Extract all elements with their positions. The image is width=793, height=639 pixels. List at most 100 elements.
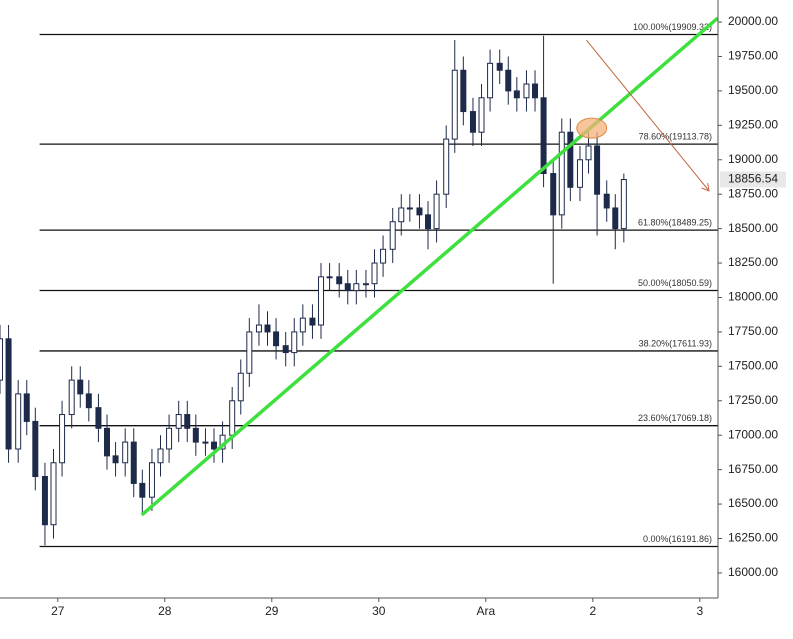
candle-body: [523, 83, 530, 99]
x-tick-label: 30: [372, 604, 386, 618]
candle-body: [139, 482, 146, 498]
highlight: [576, 117, 608, 139]
candle-body: [336, 276, 343, 285]
candle-body: [112, 455, 119, 464]
candle-body: [211, 441, 218, 450]
candle-body: [50, 462, 57, 526]
candle-body: [130, 441, 137, 484]
candle-body: [371, 262, 378, 285]
candle-body: [451, 69, 458, 140]
candle-body: [460, 69, 467, 113]
y-tick-label: 17750.00: [728, 324, 778, 338]
candle-body: [469, 111, 476, 133]
candle-body: [95, 407, 102, 429]
candle-body: [202, 441, 209, 444]
candle-body: [326, 276, 333, 279]
candle-body: [246, 331, 253, 374]
candle-body: [532, 83, 539, 99]
candle-body: [433, 193, 440, 230]
y-tick-label: 17000.00: [728, 427, 778, 441]
x-tick-label: 3: [696, 604, 703, 618]
candle-body: [478, 97, 485, 133]
candle-body: [594, 145, 601, 195]
candle-body: [487, 62, 494, 99]
candle-body: [513, 90, 520, 99]
candle-body: [282, 345, 289, 354]
candle-body: [443, 138, 450, 195]
x-tick-label: 28: [158, 604, 172, 618]
y-tick-label: 19000.00: [728, 152, 778, 166]
fib-label: 78.60%(19113.78): [639, 131, 712, 141]
candle-body: [576, 159, 583, 188]
candle-body: [175, 414, 182, 429]
candle-body: [550, 173, 557, 216]
candle-body: [398, 207, 405, 223]
x-tick-label: 27: [51, 604, 65, 618]
candle-body: [157, 448, 164, 464]
fib-label: 61.80%(18489.25): [638, 217, 712, 227]
candle-body: [68, 379, 75, 416]
x-tick-label: 29: [265, 604, 279, 618]
candle-body: [122, 441, 129, 464]
candle-body: [344, 283, 351, 292]
candle-body: [496, 62, 503, 71]
candle-body: [318, 276, 325, 326]
y-tick-label: 18500.00: [728, 221, 778, 235]
candle-body: [77, 379, 84, 395]
candle-body: [255, 324, 262, 333]
candle-body: [380, 248, 387, 264]
candle-body: [389, 221, 396, 250]
candle-body: [416, 207, 423, 216]
candle-body: [192, 427, 199, 443]
candle-body: [291, 331, 298, 354]
y-tick-label: 19250.00: [728, 118, 778, 132]
candle-body: [32, 420, 39, 478]
y-tick-label: 19750.00: [728, 49, 778, 63]
y-tick-label: 17250.00: [728, 393, 778, 407]
fib-label: 38.20%(17611.93): [639, 338, 712, 348]
y-tick-label: 20000.00: [728, 14, 778, 28]
candle-body: [148, 462, 155, 498]
candle-body: [567, 131, 574, 188]
candle-body: [229, 400, 236, 436]
y-tick-label: 16000.00: [728, 565, 778, 579]
candle-body: [5, 338, 12, 450]
x-tick-label: 2: [589, 604, 596, 618]
candle-body: [425, 214, 432, 230]
candle-body: [406, 207, 413, 210]
candle-body: [273, 331, 280, 347]
fib-label: 100.00%(19909.32): [633, 22, 712, 32]
candle-body: [309, 317, 316, 326]
x-tick-label: Ara: [476, 604, 495, 618]
candle-body: [353, 283, 360, 292]
axes: 16000.00 16250.00 16500.00 16750.00 17000.00…: [51, 14, 786, 618]
last-price-box: [720, 171, 786, 188]
candle-body: [362, 283, 369, 286]
candle-body: [585, 145, 592, 161]
y-tick-label: 19500.00: [728, 83, 778, 97]
fib-label: 0.00%(16191.86): [643, 534, 712, 544]
candle-body: [558, 131, 565, 216]
candle-body: [184, 414, 191, 429]
plot-area: 100.00%(19909.32) 78.60%(19113.78) 61.80%(…: [0, 16, 718, 548]
candle-body: [59, 414, 66, 464]
candle-body: [299, 317, 306, 333]
y-tick-label: 17500.00: [728, 359, 778, 373]
y-tick-label: 18250.00: [728, 255, 778, 269]
candle-body: [612, 207, 619, 230]
y-tick-label: 16750.00: [728, 462, 778, 476]
candle-body: [104, 427, 111, 457]
candle-body: [23, 393, 30, 422]
candle-body: [620, 179, 627, 230]
candle-body: [166, 427, 173, 450]
trend-line: [140, 16, 718, 517]
candle-body: [264, 324, 271, 333]
arrow: [585, 39, 708, 190]
fib-label: 50.00%(18050.59): [638, 278, 712, 288]
candle-body: [540, 97, 547, 175]
candle-body: [85, 393, 92, 409]
y-tick-label: 16250.00: [728, 531, 778, 545]
candle-body: [15, 393, 22, 450]
fib-label: 23.60%(17069.18): [638, 413, 712, 423]
